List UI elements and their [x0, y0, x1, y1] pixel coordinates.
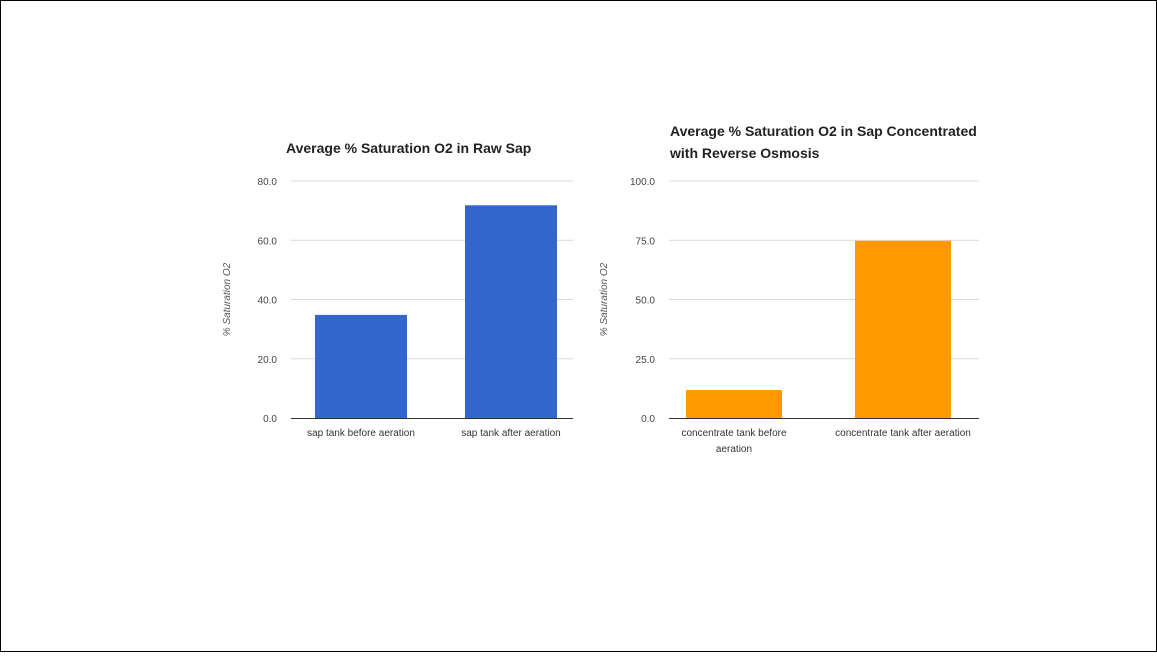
y-axis-title: % Saturation O2 [599, 262, 610, 336]
y-tick-label: 75.0 [636, 236, 656, 247]
y-axis-title: % Saturation O2 [222, 262, 233, 336]
chart-raw-sap: 0.0 20.0 40.0 60.0 80.0 sap tank before aerat… [222, 140, 573, 439]
chart-title: Average % Saturation O2 in Raw Sap [286, 140, 531, 156]
y-tick-label: 60.0 [258, 236, 278, 247]
y-tick-label: 0.0 [263, 414, 277, 425]
y-tick-label: 100.0 [630, 177, 655, 188]
y-tick-label: 40.0 [258, 296, 278, 307]
y-tick-label: 0.0 [641, 414, 655, 425]
category-label: concentrate tank before aeration [681, 428, 787, 455]
bar-2 [465, 205, 557, 418]
category-label: sap tank after aeration [461, 428, 561, 439]
bar-1 [315, 315, 407, 418]
y-tick-label: 20.0 [258, 355, 278, 366]
category-label: sap tank before aeration [307, 428, 415, 439]
category-label: concentrate tank after aeration [835, 428, 971, 439]
chart-title: Average % Saturation O2 in Sap Concentra… [669, 123, 977, 161]
y-tick-label: 50.0 [636, 296, 656, 307]
bar-1 [686, 390, 782, 418]
chart-concentrated-sap: 0.0 25.0 50.0 75.0 100.0 concentrate tank bef… [599, 123, 979, 455]
y-tick-label: 80.0 [258, 177, 278, 188]
bar-2 [855, 241, 951, 418]
y-tick-label: 25.0 [636, 355, 656, 366]
